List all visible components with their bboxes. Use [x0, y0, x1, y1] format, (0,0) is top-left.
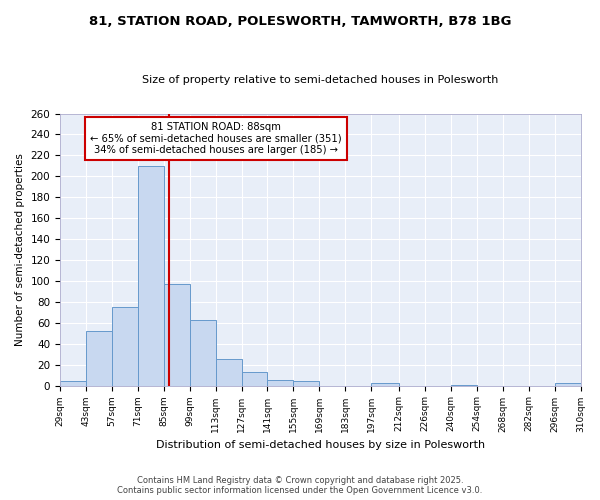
Text: 81 STATION ROAD: 88sqm
← 65% of semi-detached houses are smaller (351)
34% of se: 81 STATION ROAD: 88sqm ← 65% of semi-det… — [91, 122, 342, 155]
Bar — [215, 360, 242, 386]
X-axis label: Distribution of semi-detached houses by size in Polesworth: Distribution of semi-detached houses by … — [156, 440, 485, 450]
Bar — [371, 384, 399, 386]
Text: Contains HM Land Registry data © Crown copyright and database right 2025.
Contai: Contains HM Land Registry data © Crown c… — [118, 476, 482, 495]
Bar — [86, 331, 112, 386]
Bar — [268, 380, 293, 386]
Bar — [242, 372, 268, 386]
Bar — [112, 307, 138, 386]
Bar — [293, 382, 319, 386]
Bar — [554, 384, 581, 386]
Bar — [138, 166, 164, 386]
Title: Size of property relative to semi-detached houses in Polesworth: Size of property relative to semi-detach… — [142, 75, 499, 85]
Text: 81, STATION ROAD, POLESWORTH, TAMWORTH, B78 1BG: 81, STATION ROAD, POLESWORTH, TAMWORTH, … — [89, 15, 511, 28]
Bar — [60, 382, 86, 386]
Y-axis label: Number of semi-detached properties: Number of semi-detached properties — [15, 153, 25, 346]
Bar — [190, 320, 215, 386]
Bar — [451, 384, 477, 386]
Bar — [164, 284, 190, 386]
